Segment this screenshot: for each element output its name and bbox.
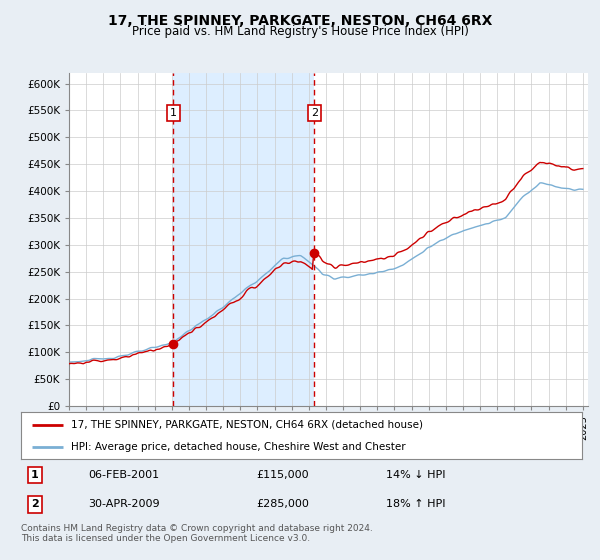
Text: HPI: Average price, detached house, Cheshire West and Chester: HPI: Average price, detached house, Ches… — [71, 442, 406, 452]
Text: 1: 1 — [170, 108, 177, 118]
Bar — [173, 73, 314, 406]
Text: 17, THE SPINNEY, PARKGATE, NESTON, CH64 6RX (detached house): 17, THE SPINNEY, PARKGATE, NESTON, CH64 … — [71, 420, 424, 430]
Text: Price paid vs. HM Land Registry's House Price Index (HPI): Price paid vs. HM Land Registry's House … — [131, 25, 469, 38]
Text: 17, THE SPINNEY, PARKGATE, NESTON, CH64 6RX: 17, THE SPINNEY, PARKGATE, NESTON, CH64 … — [108, 14, 492, 28]
Text: 30-APR-2009: 30-APR-2009 — [88, 500, 160, 510]
Text: £285,000: £285,000 — [257, 500, 310, 510]
Text: Contains HM Land Registry data © Crown copyright and database right 2024.
This d: Contains HM Land Registry data © Crown c… — [21, 524, 373, 543]
Text: 2: 2 — [31, 500, 39, 510]
Text: 1: 1 — [31, 470, 39, 480]
Text: 18% ↑ HPI: 18% ↑ HPI — [386, 500, 445, 510]
Text: £115,000: £115,000 — [257, 470, 309, 480]
Text: 14% ↓ HPI: 14% ↓ HPI — [386, 470, 445, 480]
Text: 06-FEB-2001: 06-FEB-2001 — [88, 470, 160, 480]
Text: 2: 2 — [311, 108, 318, 118]
